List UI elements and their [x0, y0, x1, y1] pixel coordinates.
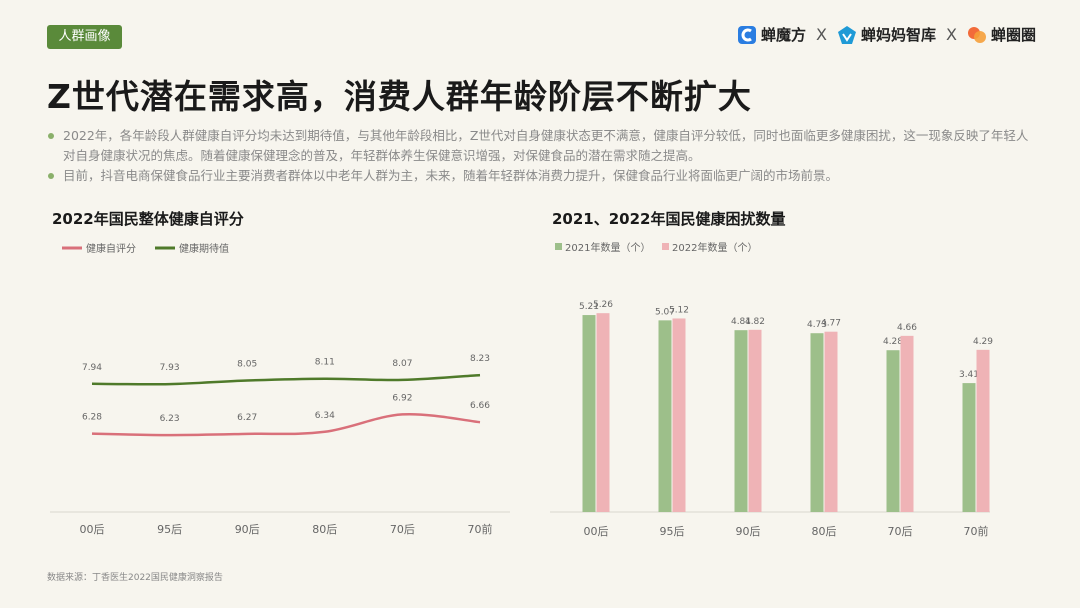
- x-tick-label: 80后: [812, 525, 837, 538]
- data-label: 6.34: [315, 411, 335, 421]
- bar: [672, 318, 686, 512]
- line-chart: 健康自评分 健康期待值 00后 95后 90后 80后 70后 70前 6.28 6.23 6.27…: [50, 242, 510, 536]
- bar: [582, 315, 596, 512]
- chanmama-icon: [838, 25, 856, 44]
- page-title: Z世代潜在需求高，消费人群年龄阶层不断扩大: [47, 77, 752, 116]
- x-tick-label: 90后: [235, 523, 260, 536]
- logo-chanquanquan: 蝉圈圈: [967, 24, 1036, 45]
- data-label: 4.81: [731, 317, 751, 327]
- bar: [962, 383, 976, 512]
- data-label: 5.26: [593, 300, 613, 310]
- bullet-item: 2022年，各年龄段人群健康自评分均未达到期待值，与其他年龄段相比，Z世代对自身…: [47, 126, 1037, 166]
- legend-swatch: [555, 243, 562, 250]
- data-label: 6.27: [237, 413, 257, 423]
- x-tick-label: 90后: [736, 525, 761, 538]
- data-label: 7.93: [160, 363, 180, 373]
- data-label: 4.73: [807, 320, 827, 330]
- chanmofang-icon: [738, 25, 757, 44]
- bar: [824, 331, 838, 512]
- data-label: 8.07: [392, 359, 412, 369]
- legend-label: 健康期待值: [179, 242, 229, 255]
- x-tick-label: 70后: [888, 525, 913, 538]
- legend-label: 健康自评分: [86, 242, 136, 255]
- x-tick-label: 70前: [964, 524, 989, 538]
- data-label: 8.11: [315, 358, 335, 368]
- logo-text: 蝉圈圈: [990, 26, 1036, 44]
- x-tick-label: 80后: [312, 523, 337, 536]
- data-label: 8.23: [470, 354, 490, 364]
- data-label: 4.29: [973, 337, 993, 347]
- bar-chart: 2021年数量（个） 2022年数量（个） 5.215.26 00后 5.075.12 9…: [550, 241, 993, 538]
- data-label: 4.66: [897, 323, 917, 333]
- legend-swatch: [662, 243, 669, 250]
- chanquanquan-icon: [967, 26, 986, 43]
- data-label: 5.07: [655, 307, 675, 317]
- data-label: 5.12: [669, 305, 689, 315]
- logo-text: 蝉魔方: [761, 26, 807, 44]
- bar: [900, 335, 914, 512]
- x-tick-label: 95后: [157, 523, 182, 536]
- bar: [886, 350, 900, 512]
- data-label: 8.05: [237, 360, 257, 370]
- legend-label: 2021年数量（个）: [565, 241, 650, 254]
- summary-bullets: 2022年，各年龄段人群健康自评分均未达到期待值，与其他年龄段相比，Z世代对自身…: [47, 126, 1037, 186]
- data-label: 4.77: [821, 319, 841, 329]
- bullet-item: 目前，抖音电商保健食品行业主要消费者群体以中老年人群为主，未来，随着年轻群体消费…: [47, 166, 1037, 186]
- logo-text: 蝉妈妈智库: [861, 26, 937, 44]
- series-line: [91, 373, 481, 386]
- data-label: 7.94: [82, 363, 102, 373]
- data-label: 6.66: [470, 401, 490, 411]
- data-label: 6.92: [392, 393, 412, 403]
- data-source: 数据来源：丁香医生2022国民健康洞察报告: [47, 573, 223, 583]
- bar: [748, 329, 762, 512]
- x-tick-label: 95后: [660, 525, 685, 538]
- logo-chanmama: 蝉妈妈智库: [837, 24, 936, 45]
- bar: [658, 320, 672, 512]
- logo-chanmofang: 蝉魔方: [737, 24, 806, 45]
- data-label: 6.28: [82, 413, 102, 423]
- data-label: 5.21: [579, 302, 599, 312]
- data-label: 4.82: [745, 317, 765, 327]
- legend-label: 2022年数量（个）: [672, 241, 757, 254]
- bar: [810, 333, 824, 512]
- x-tick-label: 70前: [468, 522, 493, 536]
- partner-logos: 蝉魔方 X 蝉妈妈智库 X 蝉圈圈: [737, 24, 1036, 45]
- line-chart-title: 2022年国民整体健康自评分: [52, 210, 244, 228]
- logo-separator: X: [946, 25, 957, 44]
- series-line: [91, 412, 481, 437]
- data-label: 3.41: [959, 370, 979, 380]
- bar-chart-title: 2021、2022年国民健康困扰数量: [552, 210, 786, 228]
- x-tick-label: 70后: [390, 523, 415, 536]
- data-label: 6.23: [160, 414, 180, 424]
- x-tick-label: 00后: [80, 523, 105, 536]
- x-tick-label: 00后: [584, 525, 609, 538]
- bar: [976, 349, 990, 512]
- bar: [734, 330, 748, 512]
- data-label: 4.28: [883, 337, 903, 347]
- bar: [596, 313, 610, 512]
- logo-separator: X: [816, 25, 827, 44]
- section-tag: 人群画像: [47, 25, 122, 49]
